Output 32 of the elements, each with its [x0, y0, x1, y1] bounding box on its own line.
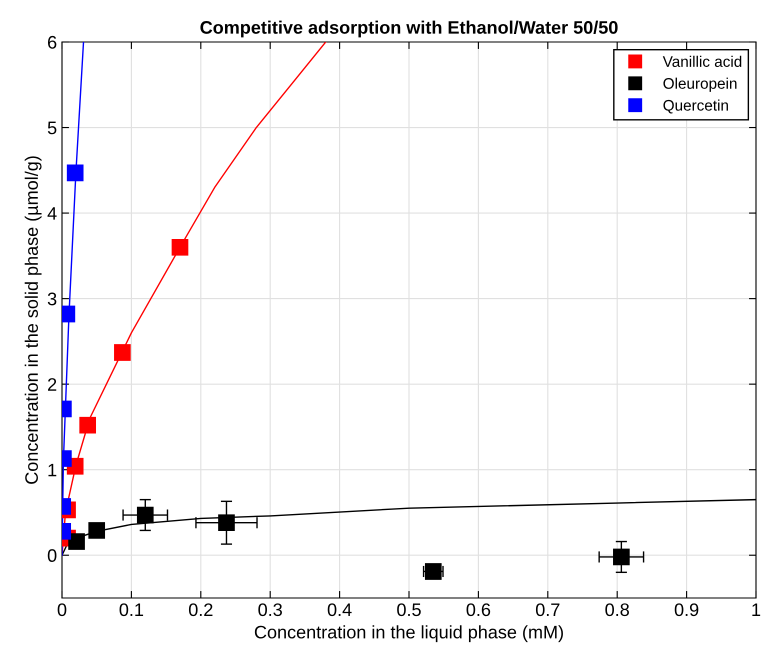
point [79, 416, 96, 434]
x-tick-label: 0.3 [258, 603, 282, 616]
x-tick-label: 0.5 [397, 603, 421, 616]
y-tick-label: 5 [48, 122, 56, 134]
point [218, 514, 235, 532]
y-tick-label: 6 [48, 36, 56, 49]
legend-label: Oleuropein [663, 78, 736, 92]
x-tick-label: 0.6 [466, 603, 490, 616]
x-tick-label: 0.7 [536, 603, 560, 616]
x-tick-label: 0.1 [120, 603, 144, 616]
y-tick-label: 1 [48, 464, 56, 476]
y-tick-label: 4 [48, 207, 57, 220]
legend-label: Quercetin [663, 100, 728, 114]
y-tick-label: 3 [48, 292, 56, 306]
line-series [62, 42, 84, 556]
point [613, 548, 630, 566]
y-tick-label: 0 [48, 549, 56, 562]
x-tick-label: 0.4 [328, 603, 352, 616]
y-tick-label: 2 [48, 378, 56, 391]
point [68, 533, 85, 550]
point [172, 238, 188, 256]
y-axis-title: Concentration in the solid phase (µmol/g) [24, 156, 42, 484]
x-tick-label: 1 [752, 604, 760, 616]
chart-title: Competitive adsorption with Ethanol/Water 50/50 [200, 20, 618, 38]
point [114, 344, 131, 361]
x-axis-title: Concentration in the liquid phase (mM) [254, 625, 563, 642]
x-tick-label: 0.9 [674, 603, 698, 616]
x-tick-label: 0.2 [188, 603, 212, 616]
point [136, 506, 154, 524]
legend-label: Vanillic acid [662, 56, 742, 67]
x-tick-label: 0.8 [605, 603, 629, 616]
x-tick-label: 0 [58, 603, 66, 616]
